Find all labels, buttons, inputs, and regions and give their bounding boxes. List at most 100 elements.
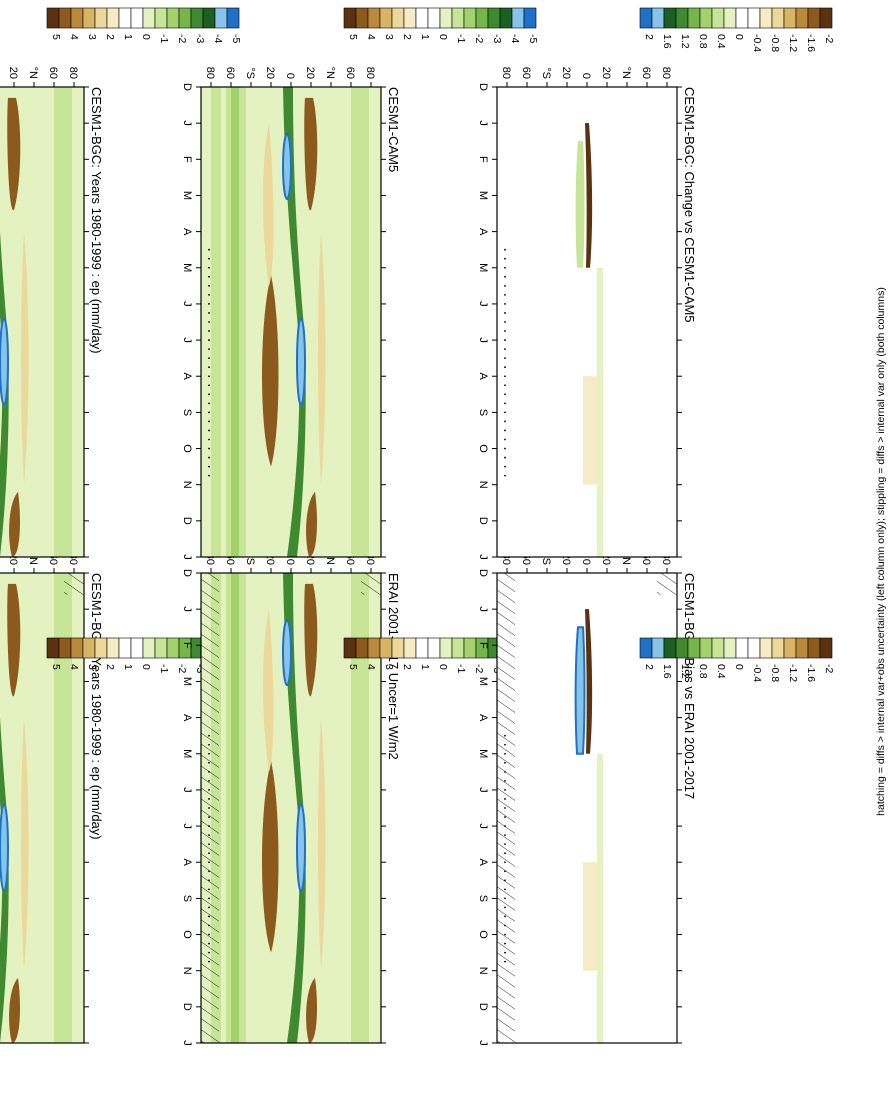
stipple-dot (504, 456, 506, 459)
stipple-dot (504, 942, 506, 945)
colorbar-swatch (403, 7, 417, 29)
colorbar-label: 2 (401, 34, 413, 40)
colorbar-swatch (759, 637, 773, 659)
panel-p6: D J F M A M J J A S O N D J 80 60 °N 20 0 20 °S 60 80 CESM1-BG… (477, 67, 697, 560)
colorbar-swatch (735, 7, 749, 29)
y-tick-label: 80 (660, 67, 672, 79)
colorbar-swatch (675, 7, 689, 29)
field-high-north-2 (306, 491, 317, 557)
stipple-dot (208, 752, 210, 755)
colorbar-label: 1.2 (679, 664, 691, 679)
field-north-sand (318, 717, 326, 971)
field-core-1 (282, 619, 292, 687)
y-tick-label: 80 (500, 67, 512, 79)
stipple-dot (208, 393, 210, 396)
x-tick-label: J (181, 120, 193, 126)
stipple-dot (504, 293, 506, 296)
colorbar-swatch (819, 637, 833, 659)
stipple-dot (208, 789, 210, 791)
x-tick-label: D (181, 569, 193, 577)
field-north-sand (21, 231, 29, 485)
y-tick-label: °S (540, 553, 552, 565)
stipple-dot (208, 411, 210, 414)
y-tick-label: 0 (580, 73, 592, 79)
colorbar-label: -5 (527, 34, 539, 43)
stipple-dot (504, 734, 506, 737)
colorbar-swatch (639, 637, 653, 659)
x-tick-label: M (477, 677, 489, 686)
x-tick-label: S (181, 409, 193, 416)
colorbar-swatch (403, 637, 417, 659)
stipple-dot (208, 312, 210, 314)
colorbar-swatch (142, 637, 156, 659)
y-tick-label: °N (620, 67, 632, 79)
field-band (54, 573, 72, 1043)
stipple-dot (208, 770, 210, 773)
x-tick-label: M (477, 191, 489, 200)
y-tick-label: 60 (520, 67, 532, 79)
colorbar-label: 3 (383, 34, 395, 40)
colorbar-swatch (46, 637, 60, 659)
colorbar-swatch (771, 637, 785, 659)
colorbar-label: 3 (86, 664, 98, 670)
colorbar-swatch (166, 637, 180, 659)
stipple-dot (208, 933, 210, 936)
stipple-dot (504, 366, 506, 369)
colorbar-swatch (687, 637, 701, 659)
x-tick-label: O (477, 444, 489, 453)
colorbar-label: -4 (212, 34, 224, 43)
stipple-dot (208, 734, 210, 737)
x-tick-label: J (477, 554, 489, 560)
panel-p2-title: CESM1-BGC: Years 1980-1999 : ep (mm/day) (89, 87, 104, 354)
colorbar-label: -1 (455, 664, 467, 673)
field-itcz (0, 573, 9, 1043)
x-tick-label: J (181, 606, 193, 612)
stipple-dot (504, 761, 506, 764)
field-core-2 (296, 803, 306, 893)
x-tick-label: J (477, 1040, 489, 1046)
x-tick-label: J (181, 1040, 193, 1046)
field-high-north-2 (306, 977, 317, 1043)
field-itcz (283, 87, 306, 557)
colorbar-label: -2 (176, 664, 188, 673)
field-high-north-1 (304, 583, 318, 696)
x-tick-label: F (477, 642, 489, 649)
diff-negative (575, 141, 585, 268)
colorbar-label: 5 (347, 34, 359, 40)
stipple-dot (208, 303, 210, 305)
colorbar-swatch (451, 637, 465, 659)
x-tick-label: M (181, 191, 193, 200)
colorbar-label: -0.8 (769, 34, 781, 52)
hatching-south (201, 573, 219, 1043)
stipple-dot (504, 474, 506, 477)
colorbar-label: 0 (733, 34, 745, 40)
plot-background (0, 573, 84, 1043)
y-tick-label: 60 (640, 67, 652, 79)
plot-frame (0, 86, 85, 558)
colorbar-label: 0.4 (715, 664, 727, 679)
stipple-dot (208, 906, 210, 909)
colorbar-label: 2 (104, 34, 116, 40)
stipple-dot (504, 248, 506, 251)
x-tick-label: M (181, 677, 193, 686)
x-tick-label: A (477, 859, 489, 867)
colorbar-swatch (463, 637, 477, 659)
stipple-dot (504, 816, 506, 818)
field-band (54, 87, 72, 557)
colorbar-swatch (451, 7, 465, 29)
stipple-dot (208, 924, 210, 927)
colorbar-swatch (639, 7, 653, 29)
x-tick-label: D (181, 517, 193, 525)
colorbar-swatch (663, 7, 677, 29)
x-tick-label: A (477, 228, 489, 236)
x-tick-label: M (181, 749, 193, 758)
colorbar-label: -2 (176, 34, 188, 43)
x-tick-label: J (181, 337, 193, 343)
colorbar-swatch (130, 637, 144, 659)
x-tick-label: J (181, 554, 193, 560)
colorbar-label: 2 (643, 664, 655, 670)
diff-weak (583, 376, 597, 485)
stipple-dot (504, 257, 506, 260)
